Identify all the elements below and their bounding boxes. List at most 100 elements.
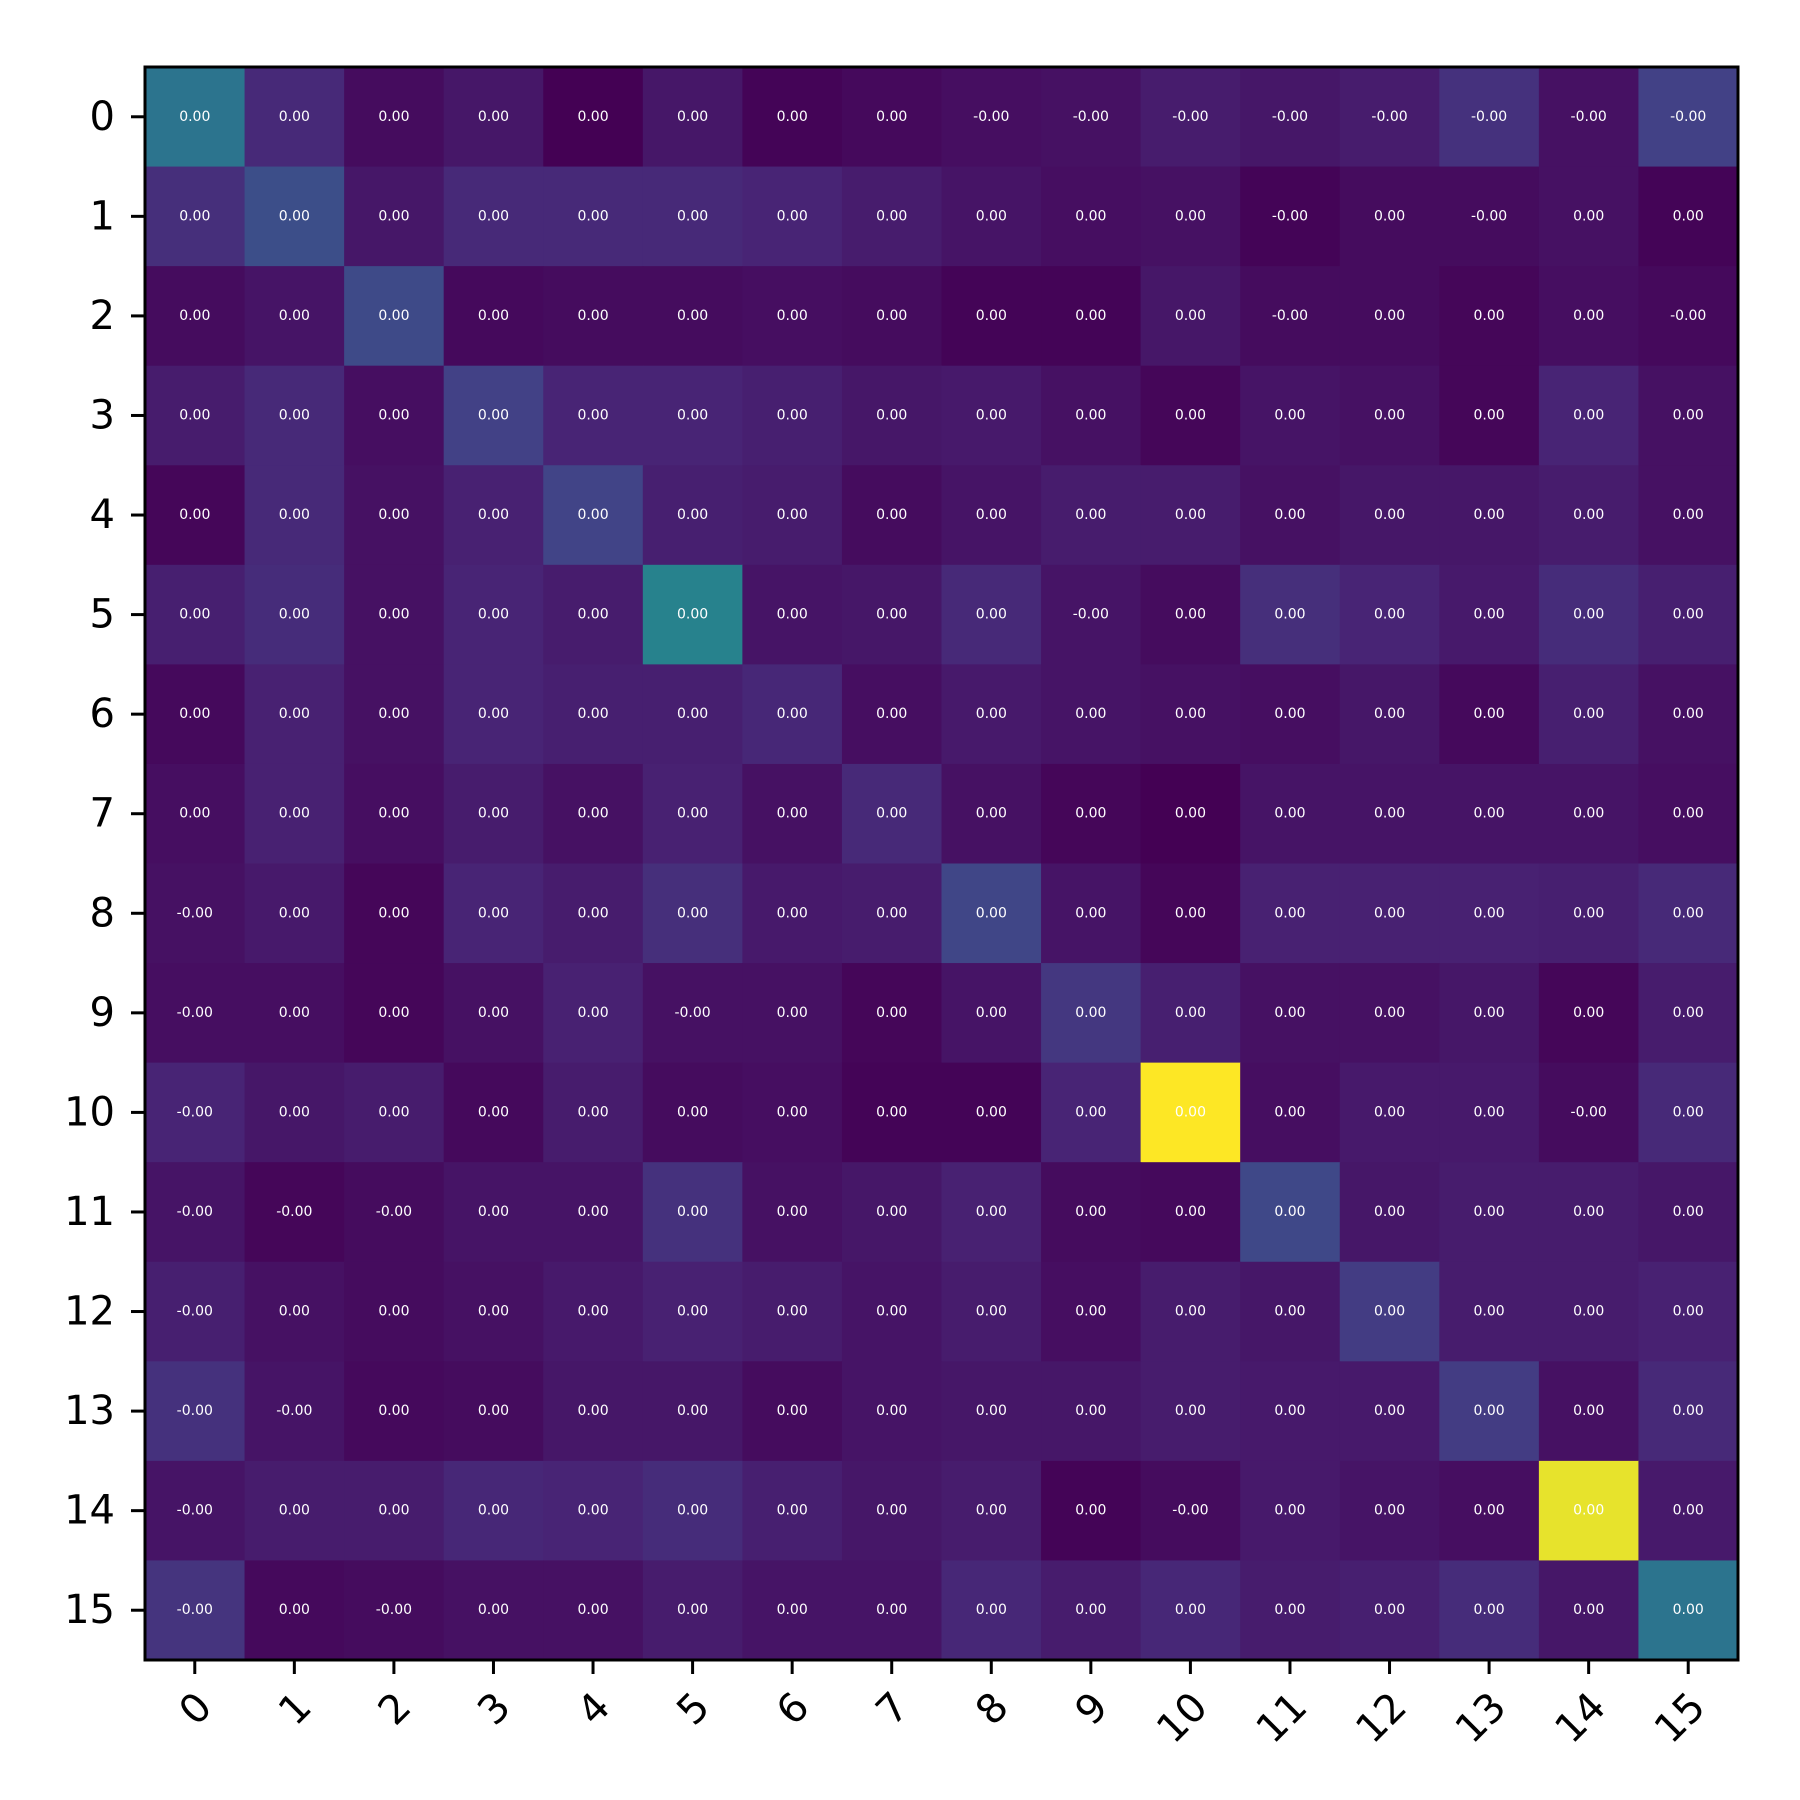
heatmap-cell-8-14 [1538, 863, 1640, 964]
heatmap-cell-13-11 [1240, 1361, 1341, 1462]
cell-value-label: 0.00 [279, 607, 310, 623]
heatmap-cell-5-2 [344, 564, 445, 665]
heatmap-cell-10-11 [1240, 1062, 1341, 1163]
cell-value-label: 0.00 [677, 806, 708, 822]
heatmap-cell-7-3 [443, 763, 544, 865]
heatmap-cell-0-12 [1339, 67, 1440, 168]
heatmap-cell-6-1 [244, 664, 345, 765]
y-tick-label: 15 [64, 1587, 115, 1633]
cell-value-label: 0.00 [1374, 1403, 1405, 1419]
cell-value-label: 0.00 [378, 507, 409, 523]
cell-value-label: 0.00 [777, 1204, 808, 1220]
x-tick-label: 2 [370, 1684, 421, 1735]
heatmap-cell-6-11 [1240, 664, 1341, 765]
cell-value-label: 0.00 [478, 507, 509, 523]
cell-value-label: 0.00 [1374, 1503, 1405, 1519]
cell-value-label: 0.00 [677, 1602, 708, 1618]
heatmap-cell-10-5 [642, 1062, 743, 1163]
heatmap-cell-1-11 [1240, 166, 1341, 267]
heatmap-cell-10-3 [443, 1062, 544, 1163]
heatmap-cell-14-3 [443, 1460, 544, 1562]
cell-value-label: 0.00 [1673, 1503, 1704, 1519]
heatmap-cell-7-6 [742, 763, 843, 865]
heatmap-cell-13-10 [1140, 1361, 1241, 1462]
cell-value-label: 0.00 [378, 1403, 409, 1419]
heatmap-cell-1-15 [1638, 166, 1739, 267]
cell-value-label: 0.00 [378, 706, 409, 722]
heatmap-cell-8-8 [941, 863, 1042, 964]
cell-value-label: 0.00 [677, 905, 708, 921]
cell-value-label: 0.00 [976, 905, 1007, 921]
heatmap-cell-14-14 [1538, 1460, 1640, 1562]
cell-value-label: 0.00 [777, 607, 808, 623]
cell-value-label: 0.00 [1573, 1503, 1604, 1519]
cell-value-label: -0.00 [276, 1204, 312, 1220]
cell-value-label: -0.00 [1571, 109, 1607, 125]
cell-value-label: 0.00 [677, 208, 708, 224]
cell-value-label: 0.00 [577, 806, 608, 822]
cell-value-label: 0.00 [1374, 806, 1405, 822]
cell-value-label: 0.00 [777, 208, 808, 224]
y-tick-label: 2 [90, 293, 115, 339]
heatmap-cell-3-2 [344, 365, 445, 466]
cell-value-label: 0.00 [677, 607, 708, 623]
cell-value-label: 0.00 [1175, 308, 1206, 324]
cell-value-label: 0.00 [976, 1005, 1007, 1021]
heatmap-cell-0-0 [145, 67, 246, 168]
heatmap-cell-5-13 [1439, 564, 1540, 665]
heatmap-cell-12-13 [1439, 1261, 1540, 1362]
heatmap-cell-8-6 [742, 863, 843, 964]
heatmap-cell-15-15 [1638, 1560, 1739, 1661]
heatmap-cell-0-14 [1538, 67, 1640, 168]
cell-value-label: -0.00 [177, 1204, 213, 1220]
cell-value-label: 0.00 [777, 1304, 808, 1320]
heatmap-cell-4-12 [1339, 465, 1440, 566]
heatmap-cell-7-10 [1140, 763, 1241, 865]
heatmap-cell-8-0 [145, 863, 246, 964]
heatmap-cell-14-4 [543, 1460, 644, 1562]
cell-value-label: -0.00 [674, 1005, 710, 1021]
y-tick-label: 1 [90, 193, 115, 239]
heatmap-cell-0-3 [443, 67, 544, 168]
cell-value-label: 0.00 [577, 1602, 608, 1618]
heatmap-cell-11-0 [145, 1162, 246, 1263]
heatmap-cell-7-2 [344, 763, 445, 865]
heatmap-cell-9-0 [145, 963, 246, 1064]
heatmap-cell-3-13 [1439, 365, 1540, 466]
heatmap-cell-4-3 [443, 465, 544, 566]
heatmap-cell-1-9 [1041, 166, 1142, 267]
heatmap-cell-1-14 [1538, 166, 1640, 267]
heatmap-cell-10-4 [543, 1062, 644, 1163]
cell-value-label: 0.00 [179, 607, 210, 623]
cell-value-label: 0.00 [1274, 806, 1305, 822]
cell-value-label: 0.00 [279, 308, 310, 324]
cell-value-label: 0.00 [1474, 905, 1505, 921]
cell-value-label: 0.00 [1374, 1304, 1405, 1320]
cell-value-label: 0.00 [1474, 308, 1505, 324]
heatmap-cell-3-14 [1538, 365, 1640, 466]
heatmap-cell-15-3 [443, 1560, 544, 1661]
heatmap-cell-11-9 [1041, 1162, 1142, 1263]
cell-value-label: 0.00 [1573, 905, 1604, 921]
cell-value-label: 0.00 [179, 109, 210, 125]
cell-value-label: 0.00 [777, 308, 808, 324]
cell-value-label: 0.00 [1474, 407, 1505, 423]
heatmap-cell-11-12 [1339, 1162, 1440, 1263]
cell-value-label: 0.00 [577, 507, 608, 523]
cell-value-label: 0.00 [976, 507, 1007, 523]
heatmap-cell-3-6 [742, 365, 843, 466]
cell-value-label: 0.00 [478, 806, 509, 822]
heatmap-cell-13-8 [941, 1361, 1042, 1462]
heatmap-cell-12-11 [1240, 1261, 1341, 1362]
cell-value-label: 0.00 [777, 806, 808, 822]
cell-value-label: -0.00 [1272, 109, 1308, 125]
heatmap-cell-3-12 [1339, 365, 1440, 466]
cell-value-label: 0.00 [179, 706, 210, 722]
cell-value-label: 0.00 [279, 1602, 310, 1618]
heatmap-cell-14-5 [642, 1460, 743, 1562]
cell-value-label: 0.00 [1175, 806, 1206, 822]
heatmap-cell-15-7 [841, 1560, 943, 1661]
heatmap-cell-4-8 [941, 465, 1042, 566]
cell-value-label: 0.00 [976, 1602, 1007, 1618]
heatmap-cell-6-4 [543, 664, 644, 765]
